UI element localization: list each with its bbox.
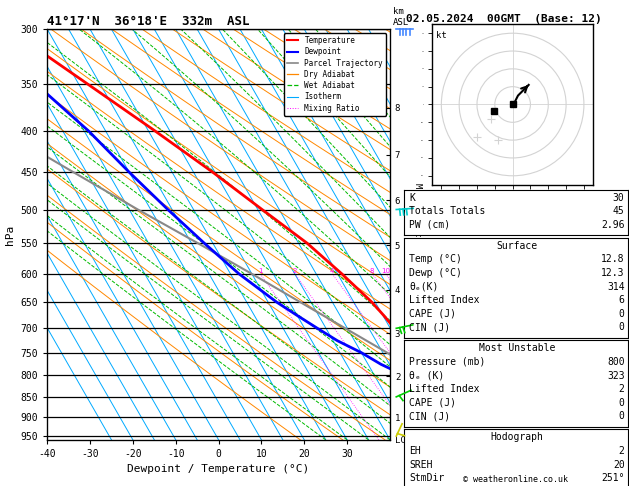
Text: θₑ(K): θₑ(K) bbox=[409, 282, 439, 292]
Text: 2: 2 bbox=[619, 384, 625, 394]
Text: 800: 800 bbox=[607, 357, 625, 367]
Legend: Temperature, Dewpoint, Parcel Trajectory, Dry Adiabat, Wet Adiabat, Isotherm, Mi: Temperature, Dewpoint, Parcel Trajectory… bbox=[284, 33, 386, 116]
Text: 20: 20 bbox=[613, 460, 625, 469]
Text: 314: 314 bbox=[607, 282, 625, 292]
Y-axis label: Mixing Ratio (g/kg): Mixing Ratio (g/kg) bbox=[413, 183, 422, 286]
Text: Dewp (°C): Dewp (°C) bbox=[409, 268, 462, 278]
Y-axis label: hPa: hPa bbox=[5, 225, 15, 244]
Text: CAPE (J): CAPE (J) bbox=[409, 309, 457, 319]
Text: K: K bbox=[409, 193, 415, 203]
Text: Lifted Index: Lifted Index bbox=[409, 384, 480, 394]
Text: 251°: 251° bbox=[601, 473, 625, 483]
Text: 41°17'N  36°18'E  332m  ASL: 41°17'N 36°18'E 332m ASL bbox=[47, 15, 250, 28]
Text: 12.3: 12.3 bbox=[601, 268, 625, 278]
Text: 2: 2 bbox=[292, 268, 297, 274]
Text: 0: 0 bbox=[619, 398, 625, 408]
Text: Hodograph: Hodograph bbox=[491, 433, 543, 442]
Text: CIN (J): CIN (J) bbox=[409, 323, 450, 332]
Text: 12.8: 12.8 bbox=[601, 255, 625, 264]
Text: Surface: Surface bbox=[496, 241, 538, 251]
Text: 1: 1 bbox=[258, 268, 262, 274]
Text: StmDir: StmDir bbox=[409, 473, 445, 483]
Text: 2: 2 bbox=[619, 446, 625, 456]
Text: Most Unstable: Most Unstable bbox=[479, 344, 555, 353]
Text: 15: 15 bbox=[406, 268, 415, 274]
Text: 4: 4 bbox=[330, 268, 335, 274]
Text: © weatheronline.co.uk: © weatheronline.co.uk bbox=[464, 474, 568, 484]
Text: EH: EH bbox=[409, 446, 421, 456]
Text: Lifted Index: Lifted Index bbox=[409, 295, 480, 305]
Text: 45: 45 bbox=[613, 207, 625, 216]
Text: Totals Totals: Totals Totals bbox=[409, 207, 486, 216]
Text: θₑ (K): θₑ (K) bbox=[409, 371, 445, 381]
Text: 323: 323 bbox=[607, 371, 625, 381]
Text: 6: 6 bbox=[619, 295, 625, 305]
Text: 8: 8 bbox=[370, 268, 374, 274]
Text: 30: 30 bbox=[613, 193, 625, 203]
Text: CAPE (J): CAPE (J) bbox=[409, 398, 457, 408]
Text: Temp (°C): Temp (°C) bbox=[409, 255, 462, 264]
Text: CIN (J): CIN (J) bbox=[409, 412, 450, 421]
Text: 0: 0 bbox=[619, 412, 625, 421]
Text: 0: 0 bbox=[619, 309, 625, 319]
Text: 0: 0 bbox=[619, 323, 625, 332]
Text: kt: kt bbox=[436, 32, 447, 40]
Text: SREH: SREH bbox=[409, 460, 433, 469]
Text: 02.05.2024  00GMT  (Base: 12): 02.05.2024 00GMT (Base: 12) bbox=[406, 14, 601, 24]
Text: Pressure (mb): Pressure (mb) bbox=[409, 357, 486, 367]
Text: 2.96: 2.96 bbox=[601, 220, 625, 230]
Text: PW (cm): PW (cm) bbox=[409, 220, 450, 230]
X-axis label: Dewpoint / Temperature (°C): Dewpoint / Temperature (°C) bbox=[128, 465, 309, 474]
Text: 10: 10 bbox=[381, 268, 390, 274]
Text: km
ASL: km ASL bbox=[393, 7, 409, 27]
